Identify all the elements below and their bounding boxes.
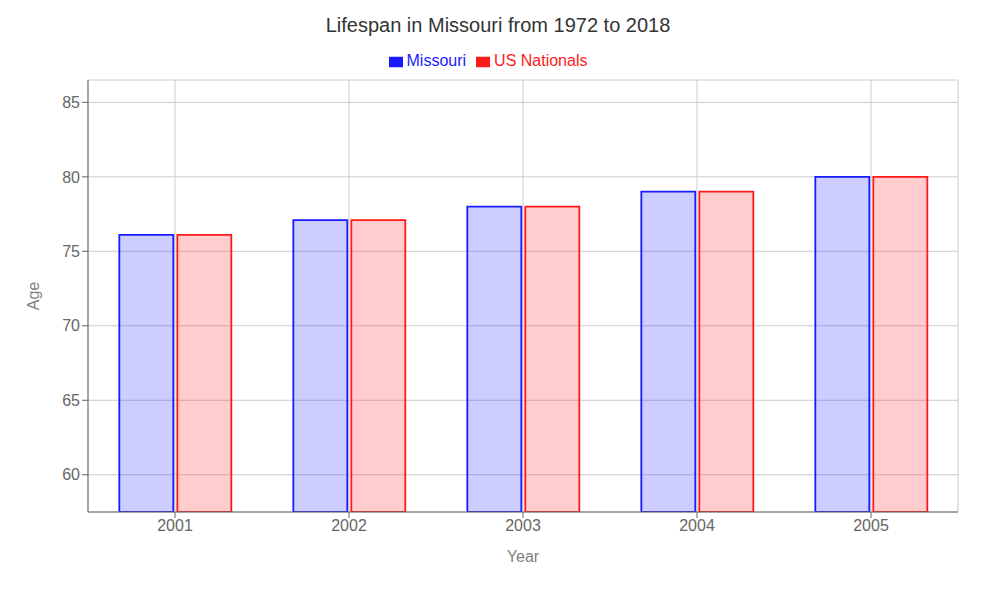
svg-text:75: 75: [62, 243, 80, 260]
svg-text:2005: 2005: [853, 517, 889, 534]
svg-text:2003: 2003: [505, 517, 541, 534]
html-text:Missouri: Missouri: [406, 52, 467, 69]
svg-text:2001: 2001: [157, 517, 193, 534]
svg-text:Age: Age: [25, 282, 42, 311]
svg-text:2004: 2004: [679, 517, 715, 534]
svg-text:60: 60: [62, 466, 80, 483]
svg-text:2002: 2002: [331, 517, 367, 534]
svg-text:70: 70: [62, 317, 80, 334]
svg-text:80: 80: [62, 169, 80, 186]
html-text:US Nationals: US Nationals: [494, 52, 588, 69]
svg-text:85: 85: [62, 94, 80, 111]
html-text:Lifespan in Missouri from 1972: Lifespan in Missouri from 1972 to 2018: [325, 14, 671, 36]
svg-text:65: 65: [62, 392, 80, 409]
svg-text:Year: Year: [507, 548, 540, 565]
